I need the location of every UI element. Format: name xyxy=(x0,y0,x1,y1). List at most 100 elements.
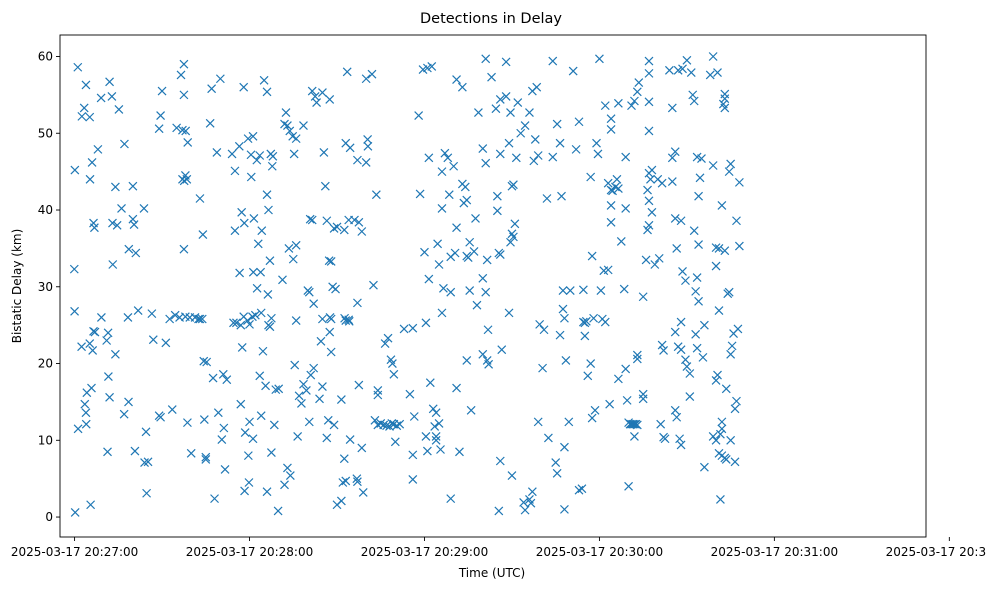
data-point xyxy=(264,205,273,215)
data-point xyxy=(670,405,680,415)
data-point xyxy=(207,84,217,94)
data-point xyxy=(495,95,505,104)
data-point xyxy=(436,445,445,454)
data-point xyxy=(336,395,346,405)
data-point xyxy=(520,121,530,130)
data-point xyxy=(186,448,196,458)
data-point xyxy=(322,216,332,226)
data-point xyxy=(675,434,685,444)
data-point xyxy=(239,218,249,228)
data-point xyxy=(205,118,215,128)
data-point xyxy=(230,166,240,176)
data-point xyxy=(266,313,276,323)
data-point xyxy=(462,356,472,365)
data-point xyxy=(172,123,182,133)
data-point xyxy=(387,359,397,368)
data-point xyxy=(600,101,610,111)
data-point xyxy=(236,320,246,330)
data-point xyxy=(716,429,725,439)
data-point xyxy=(711,261,721,271)
data-point xyxy=(399,324,409,334)
x-tick-label: 2025-03-17 20:31:00 xyxy=(711,545,838,559)
data-point xyxy=(108,218,117,228)
data-point xyxy=(501,91,511,101)
data-point xyxy=(256,267,266,277)
data-point xyxy=(317,88,327,97)
data-point xyxy=(452,223,461,233)
data-point xyxy=(519,498,529,507)
data-point xyxy=(389,369,399,379)
data-point xyxy=(494,506,504,516)
data-point xyxy=(317,382,327,391)
data-point xyxy=(179,244,189,254)
data-point xyxy=(261,381,270,391)
data-point xyxy=(732,396,741,406)
data-point xyxy=(256,411,266,421)
data-point xyxy=(248,312,257,322)
data-point xyxy=(656,419,666,429)
data-point xyxy=(507,229,517,239)
data-point xyxy=(494,248,504,258)
data-point xyxy=(262,190,272,200)
data-point xyxy=(647,207,657,217)
y-axis-label: Bistatic Delay (km) xyxy=(10,229,24,344)
data-point xyxy=(363,141,373,151)
data-point xyxy=(734,177,744,187)
data-point xyxy=(280,119,289,129)
data-point xyxy=(253,239,263,249)
data-point xyxy=(199,415,209,424)
data-point xyxy=(726,349,736,359)
data-point xyxy=(303,286,313,296)
data-point xyxy=(195,194,205,203)
data-point xyxy=(309,299,319,309)
data-point xyxy=(288,254,298,264)
data-point xyxy=(538,363,547,373)
data-point xyxy=(513,98,523,107)
x-axis-ticks: 2025-03-17 20:27:00 2025-03-17 20:28:00 20… xyxy=(11,537,987,559)
data-point xyxy=(112,220,122,230)
data-point xyxy=(660,434,670,444)
data-point xyxy=(85,112,95,122)
data-point xyxy=(283,121,292,130)
data-point xyxy=(632,354,642,364)
data-point xyxy=(87,157,97,167)
data-point xyxy=(714,243,724,253)
data-point xyxy=(650,260,660,269)
data-point xyxy=(713,68,722,78)
data-point xyxy=(361,74,371,84)
data-point xyxy=(395,419,405,429)
data-point xyxy=(297,399,306,408)
data-point xyxy=(692,343,702,353)
data-point xyxy=(439,283,448,293)
data-point xyxy=(219,423,229,433)
data-point xyxy=(220,465,230,474)
data-point xyxy=(629,96,639,106)
data-point xyxy=(457,82,467,92)
data-point xyxy=(644,97,654,107)
data-point xyxy=(301,385,311,395)
data-point xyxy=(387,418,397,428)
data-point xyxy=(699,320,709,330)
data-point xyxy=(201,452,211,462)
data-point xyxy=(103,447,112,457)
data-point xyxy=(257,226,267,236)
data-point xyxy=(141,427,151,437)
data-point xyxy=(495,456,505,466)
data-point xyxy=(108,260,118,269)
data-point xyxy=(726,435,736,445)
data-point xyxy=(586,359,596,368)
data-point xyxy=(558,286,568,296)
data-point xyxy=(81,419,91,429)
data-point xyxy=(350,215,359,225)
data-point xyxy=(603,178,613,188)
data-point xyxy=(714,306,724,315)
plot-frame xyxy=(59,34,927,538)
data-point xyxy=(291,134,301,144)
data-point xyxy=(240,486,249,496)
data-point xyxy=(248,131,258,141)
data-point xyxy=(80,399,90,409)
data-point xyxy=(210,494,219,504)
data-point xyxy=(280,480,289,490)
data-point xyxy=(581,316,591,326)
